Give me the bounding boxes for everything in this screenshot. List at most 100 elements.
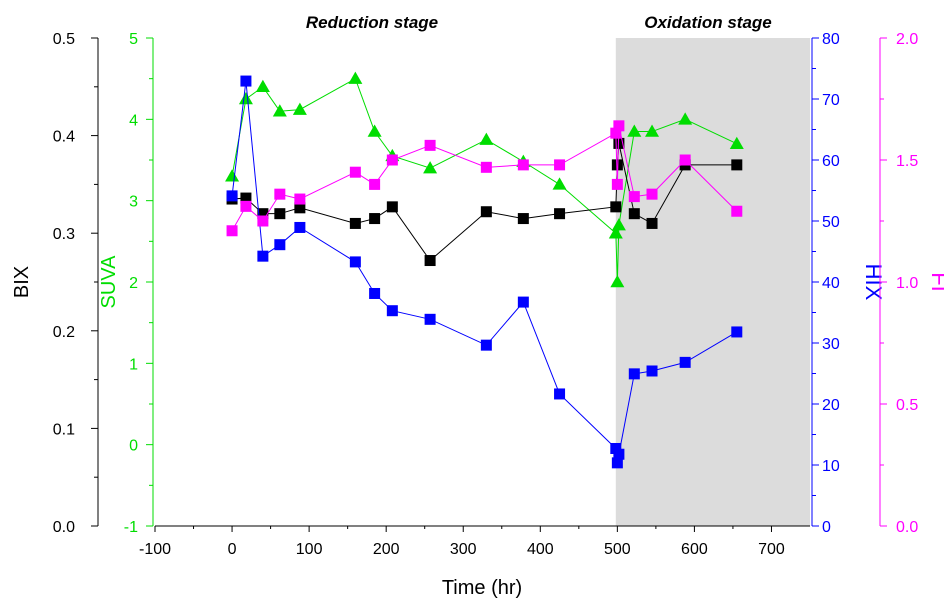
suva-data-point [552,177,567,190]
fi-data-point [679,154,691,166]
fi-data-point [257,215,269,227]
fi-tick-label: 1.5 [896,153,918,170]
bix-data-point [646,217,658,229]
fi-data-point [613,120,625,132]
hix-data-point [517,296,529,308]
suva-data-point [611,218,626,231]
fi-tick-label: 0.5 [896,397,918,414]
hix-data-point [731,326,743,338]
hix-data-point [554,388,566,400]
bix-data-point [610,201,622,213]
hix-data-point [349,256,361,268]
hix-data-point [679,356,691,368]
suva-data-point [423,161,438,174]
x-tick-label: 400 [527,541,554,558]
x-tick-label: 100 [296,541,323,558]
hix-data-point [369,287,381,299]
bix-data-point [274,208,286,220]
oxidation-stage-label: Oxidation stage [644,13,772,32]
bix-data-point [611,159,623,171]
suva-data-point [627,124,642,137]
hix-data-point [226,190,238,202]
fi-data-point [517,159,529,171]
suva-axis-title: SUVA [98,255,120,309]
bix-data-point [240,192,252,204]
fi-data-point [628,191,640,203]
suva-tick-label: 0 [129,438,138,455]
suva-data-point [238,92,253,105]
bix-data-point [554,208,566,220]
hix-tick-label: 10 [822,458,840,475]
x-tick-label: -100 [139,541,171,558]
suva-data-point [678,112,693,125]
bix-data-point [257,208,269,220]
hix-tick-label: 60 [822,153,840,170]
fi-data-point [240,200,252,212]
bix-data-point [349,217,361,229]
x-tick-label: 200 [373,541,400,558]
suva-data-point [292,102,307,115]
fi-axis-title: FI [927,272,944,292]
fi-data-point [480,161,492,173]
bix-data-point [386,201,398,213]
reduction-stage-label: Reduction stage [306,13,438,32]
x-tick-label: 0 [228,541,237,558]
hix-tick-label: 20 [822,397,840,414]
bix-data-point [424,255,436,267]
suva-data-point [255,79,270,93]
fi-tick-label: 0.0 [896,519,918,536]
suva-data-point [348,71,363,84]
bix-tick-label: 0.1 [53,421,75,438]
fi-data-point [386,154,398,166]
x-axis-title: Time (hr) [442,577,522,599]
suva-data-point [479,132,494,145]
bix-tick-label: 0.0 [53,519,75,536]
bix-tick-label: 0.4 [53,129,75,146]
hix-tick-label: 50 [822,214,840,231]
fi-data-point [731,205,743,217]
suva-data-point [225,169,240,182]
bix-data-point [480,206,492,218]
fi-tick-label: 1.0 [896,275,918,292]
bix-axis-title: BIX [11,266,33,298]
fi-data-point [424,139,436,151]
hix-data-point [294,221,306,233]
fi-data-point [610,127,622,139]
hix-data-point [610,442,622,454]
hix-tick-label: 30 [822,336,840,353]
hix-tick-label: 70 [822,92,840,109]
suva-data-point [608,226,623,239]
suva-tick-label: 3 [129,194,138,211]
suva-data-point [272,104,287,117]
fi-data-point [369,178,381,190]
fi-data-point [226,225,238,237]
fi-tick-label: 2.0 [896,31,918,48]
hix-data-point [480,339,492,351]
hix-data-point [257,250,269,262]
suva-data-point [367,124,382,137]
hix-data-point [646,365,658,377]
x-tick-label: 500 [604,541,631,558]
suva-tick-label: 1 [129,356,138,373]
fi-data-point [349,166,361,178]
hix-data-point [386,305,398,317]
suva-tick-label: 5 [129,31,138,48]
suva-data-point [610,275,625,288]
bix-data-point [628,208,640,220]
hix-data-point [628,368,640,380]
x-tick-label: 700 [758,541,785,558]
x-tick-label: 300 [450,541,477,558]
bix-tick-label: 0.5 [53,31,75,48]
bix-data-point [731,159,743,171]
oxidation-stage-shading [615,38,810,526]
fi-data-point [294,193,306,205]
suva-tick-label: -1 [124,519,138,536]
hix-tick-label: 0 [822,519,831,536]
bix-tick-label: 0.3 [53,226,75,243]
bix-tick-label: 0.2 [53,324,75,341]
suva-tick-label: 2 [129,275,138,292]
bix-data-point [369,213,381,225]
suva-data-point [729,136,744,149]
bix-data-point [517,213,529,225]
